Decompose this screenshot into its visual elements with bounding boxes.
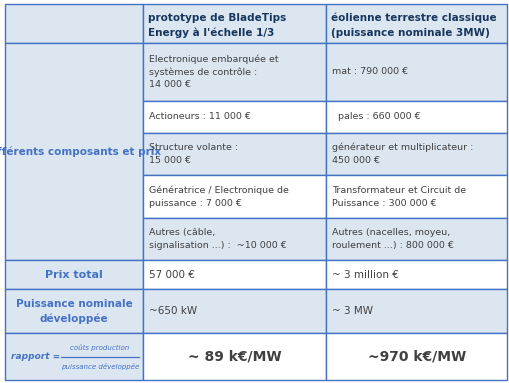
Bar	[326, 101, 506, 133]
Bar	[326, 133, 506, 175]
Bar	[143, 133, 326, 175]
Text: ~970 k€/MW: ~970 k€/MW	[367, 350, 465, 364]
Text: générateur et multiplicateur :: générateur et multiplicateur :	[332, 143, 473, 152]
Text: éolienne terrestre classique: éolienne terrestre classique	[331, 12, 496, 23]
Bar	[143, 43, 326, 101]
Text: (puissance nominale 3MW): (puissance nominale 3MW)	[331, 28, 489, 38]
Bar	[5, 4, 143, 43]
Bar	[326, 260, 506, 289]
Text: Génératrice / Electronique de: Génératrice / Electronique de	[149, 185, 289, 195]
Text: 15 000 €: 15 000 €	[149, 156, 191, 165]
Bar	[326, 43, 506, 101]
Text: Structure volante :: Structure volante :	[149, 143, 238, 152]
Text: Transformateur et Circuit de: Transformateur et Circuit de	[332, 186, 466, 195]
Bar	[5, 260, 143, 289]
Text: Actioneurs : 11 000 €: Actioneurs : 11 000 €	[149, 112, 250, 121]
Text: Puissance : 300 000 €: Puissance : 300 000 €	[332, 199, 436, 208]
Text: Prix total: Prix total	[45, 270, 103, 280]
Text: puissance : 7 000 €: puissance : 7 000 €	[149, 199, 241, 208]
Text: Puissance nominale: Puissance nominale	[16, 299, 132, 309]
Text: ~ 89 k€/MW: ~ 89 k€/MW	[187, 350, 281, 364]
Text: ~ 3 million €: ~ 3 million €	[332, 270, 399, 280]
Text: roulement ...) : 800 000 €: roulement ...) : 800 000 €	[332, 241, 454, 250]
Text: Energy à l'échelle 1/3: Energy à l'échelle 1/3	[148, 27, 274, 38]
Text: développée: développée	[40, 313, 108, 324]
Bar	[143, 289, 326, 333]
Text: mat : 790 000 €: mat : 790 000 €	[332, 67, 408, 76]
Bar	[326, 289, 506, 333]
Bar	[143, 175, 326, 218]
Text: pales : 660 000 €: pales : 660 000 €	[332, 112, 420, 121]
Bar	[143, 4, 326, 43]
Bar	[326, 333, 506, 380]
Text: différents composants et prix: différents composants et prix	[0, 146, 161, 157]
Bar	[326, 4, 506, 43]
Bar	[143, 260, 326, 289]
Bar	[143, 101, 326, 133]
Bar	[5, 43, 143, 260]
Text: systèmes de contrôle :: systèmes de contrôle :	[149, 67, 257, 77]
Text: Autres (nacelles, moyeu,: Autres (nacelles, moyeu,	[332, 228, 449, 237]
Text: rapport =: rapport =	[11, 352, 60, 361]
Text: Electronique embarquée et: Electronique embarquée et	[149, 54, 278, 64]
Bar	[143, 333, 326, 380]
Bar	[5, 289, 143, 333]
Text: coûts production: coûts production	[70, 344, 129, 351]
Text: puissance développée: puissance développée	[61, 363, 139, 370]
Bar	[143, 218, 326, 260]
Text: Autres (câble,: Autres (câble,	[149, 228, 215, 237]
Text: ~650 kW: ~650 kW	[149, 306, 197, 316]
Bar	[326, 218, 506, 260]
Text: 57 000 €: 57 000 €	[149, 270, 194, 280]
Bar	[5, 333, 143, 380]
Text: prototype de BladeTips: prototype de BladeTips	[148, 13, 286, 23]
Text: ~ 3 MW: ~ 3 MW	[332, 306, 373, 316]
Text: 14 000 €: 14 000 €	[149, 80, 191, 89]
Bar	[326, 175, 506, 218]
Text: signalisation ...) :  ~10 000 €: signalisation ...) : ~10 000 €	[149, 241, 286, 250]
Text: 450 000 €: 450 000 €	[332, 156, 380, 165]
